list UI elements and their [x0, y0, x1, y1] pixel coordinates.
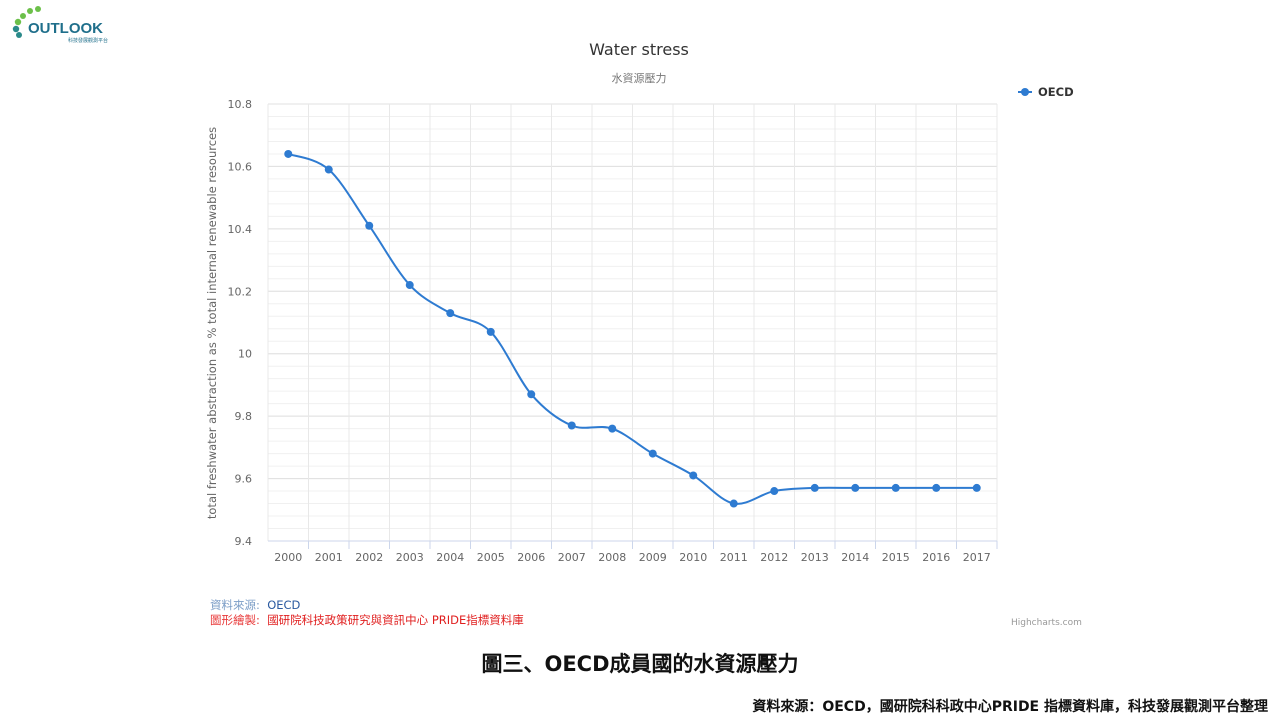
x-tick-label: 2008: [598, 551, 626, 564]
data-point: [932, 483, 941, 492]
x-tick-label: 2015: [882, 551, 910, 564]
x-tick-label: 2017: [963, 551, 991, 564]
source-line: 資料來源: OECD: [210, 597, 300, 613]
data-point: [689, 471, 698, 480]
y-tick-label: 9.8: [235, 410, 253, 423]
y-tick-label: 9.6: [235, 473, 253, 486]
data-point: [729, 499, 738, 508]
figure-caption: 圖三、OECD成員國的水資源壓力: [481, 652, 799, 676]
x-axis-ticks: 2000 2001 2002 2003 2004 2005 2006 2007 2008 2009…: [274, 551, 991, 564]
data-point: [324, 165, 333, 174]
drawn-line: 圖形繪製: 國研院科技政策研究與資訊中心 PRIDE指標資料庫: [210, 612, 524, 628]
footer-source: 資料來源：OECD，國研院科科政中心PRIDE 指標資料庫，科技發展觀測平台整理: [752, 699, 1268, 715]
outlook-logo: OUTLOOK 科技發展觀測平台: [12, 6, 108, 44]
data-point: [810, 483, 819, 492]
y-axis-label: total freshwater abstraction as % total …: [205, 127, 219, 519]
svg-text:OUTLOOK: OUTLOOK: [28, 20, 103, 37]
highcharts-credit[interactable]: Highcharts.com: [1011, 618, 1082, 628]
legend-marker: [1021, 88, 1029, 96]
x-tick-label: 2005: [477, 551, 505, 564]
x-tick-label: 2004: [436, 551, 464, 564]
svg-text:科技發展觀測平台: 科技發展觀測平台: [68, 37, 108, 44]
x-tick-label: 2013: [801, 551, 829, 564]
x-tick-label: 2014: [841, 551, 869, 564]
data-point: [891, 483, 900, 492]
source-label: 資料來源:: [210, 598, 260, 612]
y-tick-label: 10.2: [228, 285, 253, 298]
y-tick-label: 10: [238, 348, 252, 361]
data-point: [365, 221, 374, 230]
chart-title: Water stress: [589, 40, 689, 59]
source-value: OECD: [267, 598, 301, 612]
y-tick-label: 9.4: [235, 535, 253, 548]
chart-subtitle: 水資源壓力: [612, 71, 667, 85]
data-point: [446, 309, 455, 318]
data-point: [851, 483, 860, 492]
data-point: [648, 449, 657, 458]
y-tick-label: 10.8: [228, 98, 253, 111]
x-tick-label: 2009: [639, 551, 667, 564]
drawn-label: 圖形繪製:: [210, 613, 260, 627]
legend-item-oecd[interactable]: OECD: [1018, 85, 1074, 99]
data-point: [567, 421, 576, 430]
x-tick-label: 2002: [355, 551, 383, 564]
legend-label: OECD: [1038, 85, 1074, 99]
x-tick-label: 2011: [720, 551, 748, 564]
x-tick-label: 2001: [315, 551, 343, 564]
data-point: [486, 327, 495, 336]
data-point: [972, 483, 981, 492]
data-point: [405, 281, 414, 290]
data-point: [608, 424, 617, 433]
water-stress-chart: Water stress 水資源壓力 9.4 9.6 9.8 10 10.2 10.4 10…: [205, 40, 1074, 564]
drawn-value: 國研院科技政策研究與資訊中心 PRIDE指標資料庫: [267, 613, 524, 627]
x-tick-label: 2010: [679, 551, 707, 564]
x-tick-label: 2012: [760, 551, 788, 564]
x-tick-label: 2006: [517, 551, 545, 564]
grid: [267, 103, 998, 549]
y-tick-label: 10.4: [228, 223, 253, 236]
x-tick-label: 2007: [558, 551, 586, 564]
x-tick-label: 2003: [396, 551, 424, 564]
data-point: [770, 487, 779, 496]
x-tick-label: 2000: [274, 551, 302, 564]
y-axis-ticks: 9.4 9.6 9.8 10 10.2 10.4 10.6 10.8: [228, 98, 253, 548]
y-tick-label: 10.6: [228, 160, 253, 173]
series-oecd: [284, 149, 981, 508]
data-point: [527, 390, 536, 399]
data-point: [284, 149, 293, 158]
x-tick-label: 2016: [922, 551, 950, 564]
